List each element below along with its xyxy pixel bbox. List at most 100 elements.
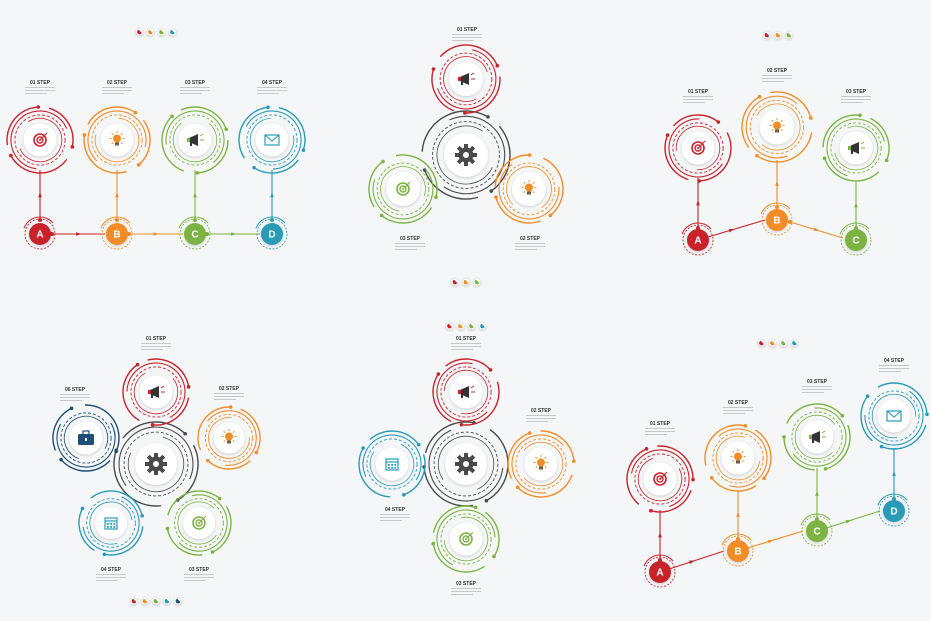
megaphone-icon <box>809 430 826 443</box>
envelope-icon <box>886 410 902 422</box>
connector-arrow <box>193 192 197 198</box>
step-label-s03: 03 STEP <box>400 236 421 242</box>
megaphone-icon <box>458 385 475 398</box>
lightbulb-icon <box>533 455 549 470</box>
connector-arrow <box>689 560 695 564</box>
step-label-s04: 04 STEP <box>385 507 406 513</box>
step-label-s03: 03 STEP <box>185 80 206 86</box>
panel1-step-4 <box>238 105 306 174</box>
connector-arrow <box>658 532 662 538</box>
target-icon <box>459 531 474 546</box>
megaphone-icon <box>458 72 475 85</box>
panel6-step-1 <box>626 445 695 513</box>
step-label-s03: 03 STEP <box>846 89 867 95</box>
panel2-step-3 <box>368 154 438 224</box>
connector-dot <box>127 232 131 236</box>
panel6-color-dots <box>757 339 799 347</box>
connector-arrow <box>115 192 119 198</box>
panel3-step-1 <box>664 114 732 183</box>
step-label-s02: 02 STEP <box>767 68 788 74</box>
panel6-node-B: B <box>721 533 754 567</box>
panel1-node-B-letter: B <box>113 230 120 241</box>
gear-icon <box>455 453 477 475</box>
panel6-node-D-letter: D <box>890 507 897 518</box>
panel6-node-D: D <box>877 493 910 527</box>
connector-arrow <box>854 202 858 208</box>
panel1-node-C: C <box>178 216 211 250</box>
panel4-step-3 <box>165 490 232 556</box>
step-label-s02: 02 STEP <box>531 408 552 414</box>
lightbulb-icon <box>221 429 237 444</box>
connector-dot <box>775 205 779 209</box>
lightbulb-icon <box>769 118 785 133</box>
panel1-step-2 <box>82 106 151 174</box>
step-label-s01: 01 STEP <box>456 336 477 342</box>
step-label-s02: 02 STEP <box>728 400 749 406</box>
connector-arrow <box>813 227 820 232</box>
panel1-node-C-letter: C <box>191 230 198 241</box>
panel4-color-dots <box>130 597 182 605</box>
panel1-node-A: A <box>23 216 56 250</box>
connector-arrow <box>767 539 774 544</box>
connector-dot <box>788 220 792 224</box>
connector-dot <box>205 232 209 236</box>
panel4-step-6 <box>52 404 120 472</box>
panel2-step-2 <box>494 153 564 224</box>
panel1-node-D: D <box>255 216 288 250</box>
panel1-step-3 <box>161 106 229 175</box>
panel6-step-3 <box>782 403 851 471</box>
panel5-color-dots <box>445 322 487 330</box>
panel5-step-1 <box>432 358 500 427</box>
connector-arrow <box>76 232 82 236</box>
step-label-s02: 02 STEP <box>520 236 541 242</box>
target-icon <box>396 181 411 196</box>
panel5-step-2 <box>507 430 576 498</box>
connector-arrow <box>815 490 819 496</box>
briefcase-icon <box>78 430 94 445</box>
panel6-node-A: A <box>643 554 676 588</box>
panel1-node-D-letter: D <box>268 230 275 241</box>
step-label-s01: 01 STEP <box>146 336 167 342</box>
panel5-step-3 <box>431 505 500 573</box>
calendar-icon <box>104 517 118 530</box>
panel3-node-B: B <box>760 202 793 236</box>
panel3-node-A: A <box>681 222 714 256</box>
panel2-step-1 <box>431 44 501 115</box>
step-label-s01: 01 STEP <box>30 80 51 86</box>
lightbulb-icon <box>109 131 125 146</box>
connector-arrow <box>696 200 700 206</box>
target-icon <box>653 471 668 486</box>
connector-dot <box>658 558 662 562</box>
panel6-node-C: C <box>800 513 833 547</box>
panel3-step-2 <box>741 91 813 163</box>
connector-arrow <box>153 232 159 236</box>
step-label-s01: 01 STEP <box>688 89 709 95</box>
step-label-s03: 03 STEP <box>456 581 477 587</box>
step-label-s01: 01 STEP <box>457 27 478 33</box>
step-label-s03: 03 STEP <box>807 379 828 385</box>
step-label-s04: 04 STEP <box>262 80 283 86</box>
megaphone-icon <box>187 133 204 146</box>
calendar-icon <box>385 458 399 471</box>
panel4-step-1 <box>122 358 191 427</box>
connector-arrow <box>775 180 779 186</box>
connector-dot <box>696 226 700 230</box>
envelope-icon <box>264 134 280 146</box>
panel5-hub <box>422 420 509 507</box>
panel6-step-4 <box>860 382 929 450</box>
target-icon <box>691 140 706 155</box>
step-label-s01: 01 STEP <box>650 421 671 427</box>
lightbulb-icon <box>730 449 746 464</box>
panel6-step-2 <box>704 424 772 492</box>
panel1-node-B: B <box>100 216 133 250</box>
connector-dot <box>50 232 54 236</box>
panel4-step-4 <box>78 490 144 557</box>
megaphone-icon <box>848 141 865 154</box>
gear-icon <box>145 453 167 475</box>
connector-arrow <box>892 470 896 476</box>
target-icon <box>192 515 207 530</box>
panel6-node-A-letter: A <box>656 568 663 579</box>
panel3-node-C-letter: C <box>852 236 859 247</box>
connector-arrow <box>736 511 740 517</box>
